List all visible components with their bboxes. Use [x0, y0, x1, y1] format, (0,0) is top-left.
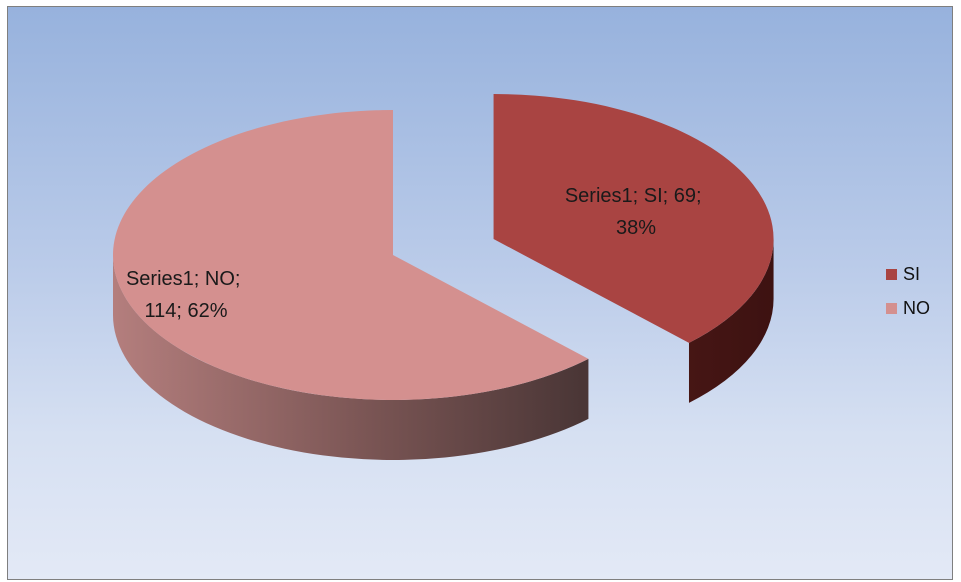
legend-item-no: NO — [886, 297, 952, 319]
legend-item-si: SI — [886, 263, 952, 285]
legend-label-si: SI — [903, 263, 921, 284]
pie-slice-si — [493, 93, 774, 403]
pie-slice-no-side — [113, 255, 589, 460]
pie-slice-no-top — [113, 110, 589, 400]
pie-chart: Series1; SI; 69; 38% Series1; NO; 114; 6… — [113, 93, 774, 460]
pie-slice-no — [113, 110, 589, 460]
legend: SI NO — [886, 263, 952, 331]
legend-swatch-si — [886, 268, 897, 280]
legend-label-no: NO — [903, 297, 930, 318]
chart-area: Series1; SI; 69; 38% Series1; NO; 114; 6… — [7, 6, 953, 580]
legend-swatch-no — [886, 302, 897, 314]
data-label-si-line2: 38% — [616, 217, 656, 239]
pie-slice-si-top — [493, 93, 774, 343]
data-label-no-line2: 114; 62% — [144, 300, 227, 322]
data-label-no: Series1; NO; 114; 62% — [126, 268, 246, 322]
data-label-si-line1: Series1; SI; 69; — [565, 185, 702, 207]
data-label-si: Series1; SI; 69; 38% — [565, 185, 707, 239]
data-label-no-line1: Series1; NO; — [126, 268, 240, 290]
pie-slice-si-side — [688, 238, 774, 403]
